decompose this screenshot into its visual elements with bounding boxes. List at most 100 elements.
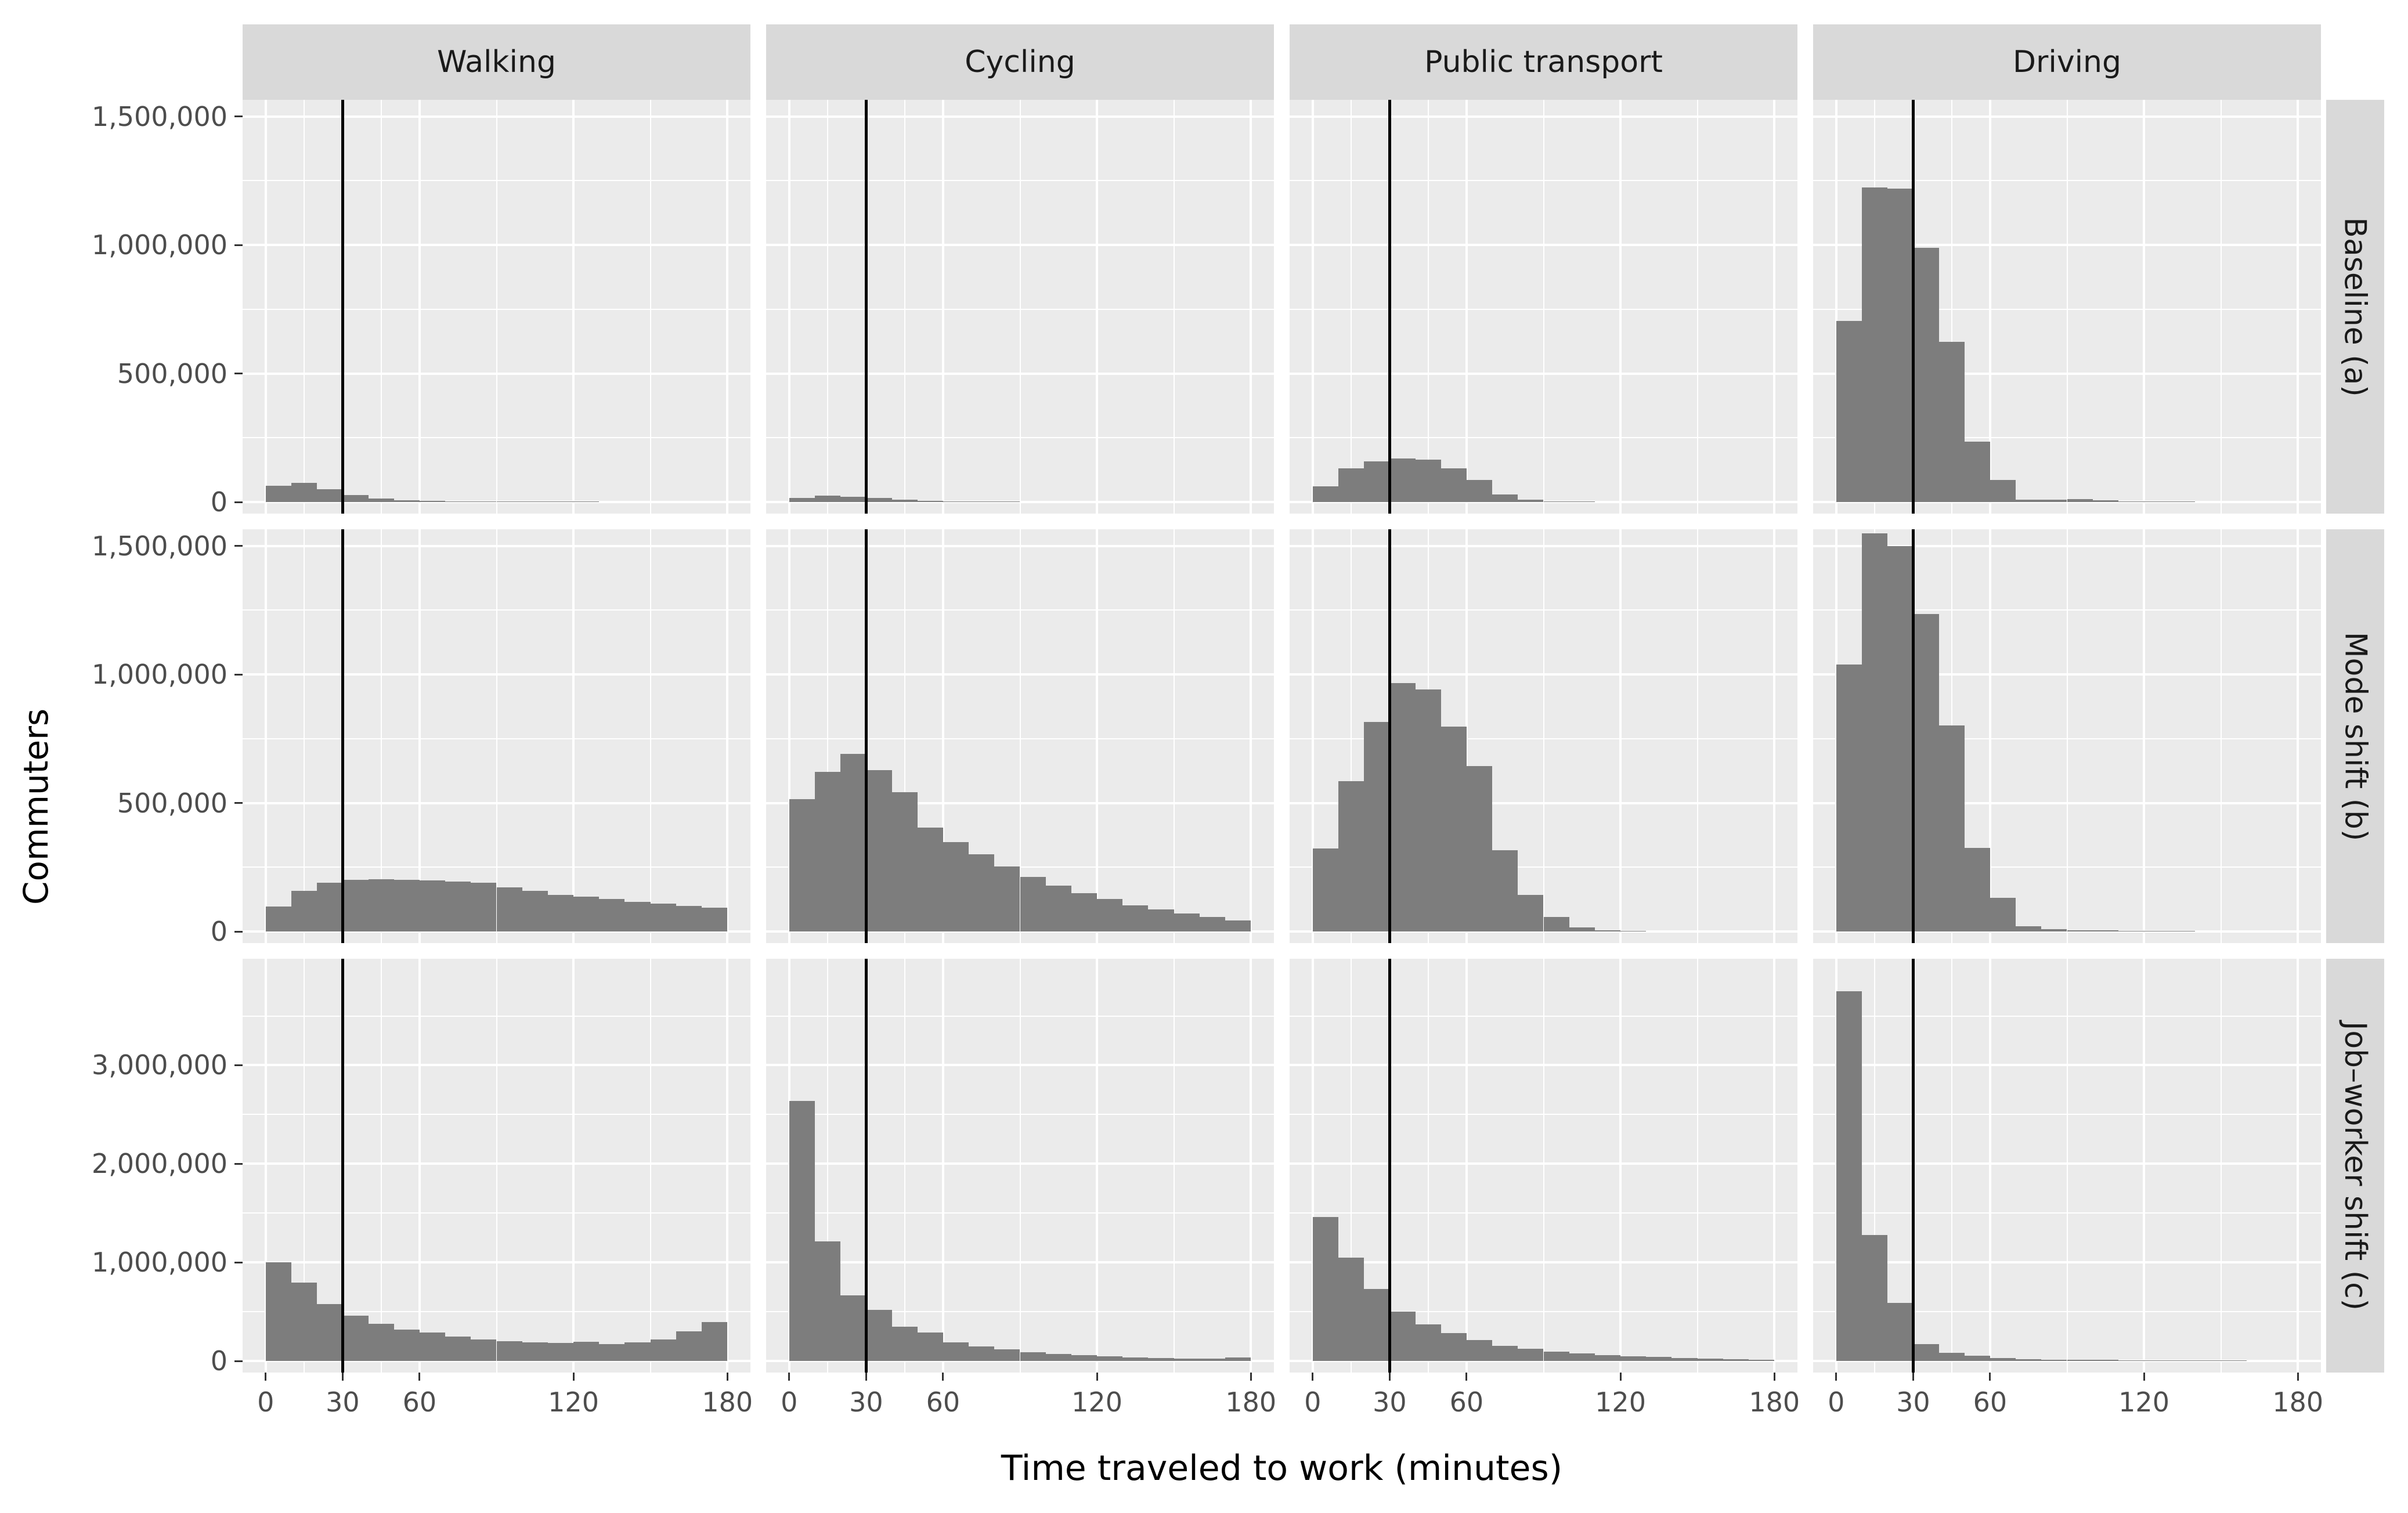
histogram-bar <box>676 905 702 931</box>
x-axis-tick-label: 0 <box>1304 1386 1322 1418</box>
histogram-bar <box>1466 1340 1493 1361</box>
histogram-bar <box>393 500 420 502</box>
histogram-bar <box>368 498 394 502</box>
reference-line-30min <box>864 529 868 943</box>
histogram-bar <box>1466 766 1493 931</box>
histogram-bar <box>522 891 548 931</box>
histogram-bar <box>2092 500 2118 502</box>
histogram-bar <box>419 1332 446 1361</box>
facet-strip-label: Driving <box>2012 45 2122 80</box>
histogram-bar <box>1887 188 1914 502</box>
gridline-minor-vertical <box>1173 100 1175 514</box>
histogram-bar <box>2144 501 2170 502</box>
y-axis-tick <box>234 373 243 375</box>
x-axis-tick-label: 180 <box>2272 1386 2324 1418</box>
gridline-minor-vertical <box>496 100 497 514</box>
histogram-bar <box>789 1100 815 1361</box>
histogram-bar <box>2041 1359 2067 1361</box>
gridline-major-vertical <box>941 100 944 514</box>
histogram-bar <box>1646 1357 1672 1361</box>
histogram-bar <box>471 882 497 931</box>
histogram-bar <box>789 498 815 502</box>
histogram-bar <box>702 1321 728 1361</box>
histogram-bar <box>1938 725 1965 931</box>
y-axis-tick <box>234 244 243 246</box>
x-axis-tick-label: 30 <box>849 1386 883 1418</box>
histogram-bar <box>1199 917 1226 931</box>
y-axis-title: Commuters <box>16 708 56 905</box>
facet-strip-driving: Driving <box>1813 24 2321 100</box>
histogram-bar <box>393 1329 420 1361</box>
histogram-bar <box>573 1342 600 1361</box>
facet-panel-public-transport-row2 <box>1290 529 1797 943</box>
x-axis-tick-label: 180 <box>1749 1386 1800 1418</box>
histogram-bar <box>1174 1358 1200 1361</box>
histogram-bar <box>1148 909 1174 931</box>
histogram-bar <box>1364 461 1390 502</box>
reference-line-30min <box>341 959 344 1373</box>
histogram-bar <box>522 1342 548 1361</box>
gridline-minor-vertical <box>1874 959 1876 1373</box>
gridline-minor-vertical <box>1696 959 1698 1373</box>
histogram-bar <box>1122 905 1149 931</box>
histogram-bar <box>814 495 841 502</box>
gridline-major-vertical <box>1465 529 1468 943</box>
histogram-bar <box>496 1341 522 1361</box>
y-axis-tick-label: 1,000,000 <box>91 659 228 691</box>
gridline-major-vertical <box>1311 100 1314 514</box>
reference-line-30min <box>1911 529 1915 943</box>
gridline-minor-vertical <box>1951 959 1952 1373</box>
histogram-bar <box>1312 1217 1338 1361</box>
histogram-bar <box>1338 781 1364 931</box>
gridline-minor-vertical <box>1019 529 1021 943</box>
histogram-bar <box>2016 926 2042 931</box>
y-axis-tick-label: 3,000,000 <box>91 1049 228 1081</box>
histogram-bar <box>2221 1360 2247 1361</box>
histogram-bar <box>265 485 291 502</box>
gridline-major-vertical <box>264 959 267 1373</box>
facet-strip-label: Walking <box>437 45 556 80</box>
histogram-bar <box>2144 1360 2170 1361</box>
gridline-minor-vertical <box>2220 100 2222 514</box>
reference-line-30min <box>341 529 344 943</box>
histogram-bar <box>291 891 317 931</box>
histogram-bar <box>814 772 841 931</box>
histogram-bar <box>2118 1360 2145 1361</box>
gridline-major-vertical <box>1096 100 1099 514</box>
x-axis-tick <box>1465 1373 1468 1381</box>
histogram-bar <box>1671 1357 1698 1361</box>
x-axis-tick-label: 30 <box>1373 1386 1407 1418</box>
x-axis-tick-label: 60 <box>1973 1386 2008 1418</box>
gridline-major-vertical <box>1773 100 1776 514</box>
histogram-bar <box>342 495 369 502</box>
reference-line-30min <box>1911 959 1915 1373</box>
gridline-minor-vertical <box>1351 100 1352 514</box>
histogram-bar <box>573 501 600 502</box>
histogram-bar <box>1543 501 1569 502</box>
gridline-minor-vertical <box>304 100 305 514</box>
y-axis-tick <box>234 501 243 503</box>
histogram-bar <box>1861 1234 1888 1361</box>
facet-panel-cycling-row1 <box>766 100 1274 514</box>
x-axis-tick <box>1773 1373 1775 1381</box>
histogram-bar <box>317 489 343 502</box>
histogram-bar <box>1913 613 1939 931</box>
gridline-minor-vertical <box>496 959 497 1373</box>
histogram-bar <box>1415 689 1441 931</box>
gridline-minor-vertical <box>2220 959 2222 1373</box>
histogram-bar <box>393 879 420 931</box>
x-axis-tick <box>1912 1373 1914 1381</box>
histogram-bar <box>814 1241 841 1361</box>
histogram-bar <box>1964 442 1990 502</box>
histogram-bar <box>599 899 625 931</box>
histogram-bar <box>2067 499 2093 502</box>
histogram-bar <box>650 904 676 931</box>
gridline-major-vertical <box>726 529 729 943</box>
histogram-bar <box>1415 1324 1441 1361</box>
gridline-major-vertical <box>1619 100 1622 514</box>
x-axis-tick-label: 180 <box>702 1386 753 1418</box>
histogram-bar <box>2169 1360 2196 1361</box>
gridline-minor-vertical <box>2066 100 2068 514</box>
histogram-bar <box>291 482 317 502</box>
